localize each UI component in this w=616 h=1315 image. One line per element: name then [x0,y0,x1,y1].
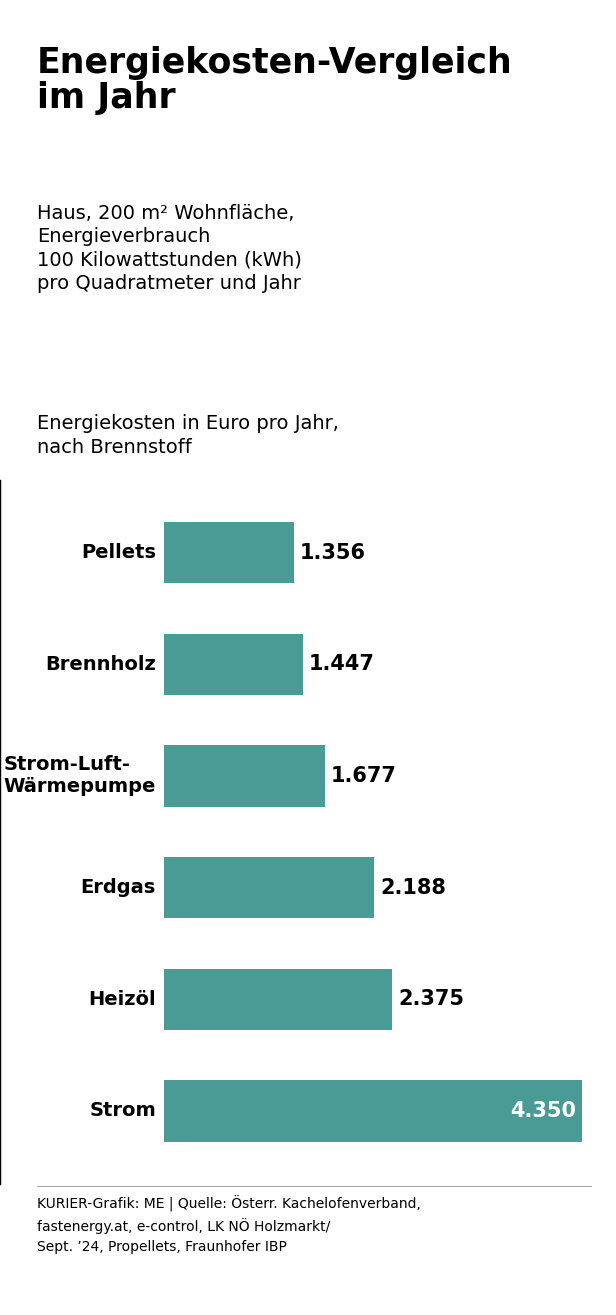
Text: Strom: Strom [89,1102,156,1120]
Text: Brennholz: Brennholz [45,655,156,673]
Text: 4.350: 4.350 [511,1101,577,1120]
Text: Energiekosten in Euro pro Jahr,
nach Brennstoff: Energiekosten in Euro pro Jahr, nach Bre… [37,414,339,456]
Text: Haus, 200 m² Wohnfläche,
Energieverbrauch
100 Kilowattstunden (kWh)
pro Quadratm: Haus, 200 m² Wohnfläche, Energieverbrauc… [37,204,302,293]
Text: Heizöl: Heizöl [88,990,156,1009]
Bar [164,746,325,806]
Text: Energiekosten-Vergleich
im Jahr: Energiekosten-Vergleich im Jahr [37,46,513,116]
Bar [164,634,303,694]
Bar [164,857,375,918]
Text: 1.677: 1.677 [331,765,397,786]
Text: 1.447: 1.447 [309,655,375,675]
Bar [164,522,294,584]
Bar [164,1080,582,1141]
Bar [164,969,392,1030]
Text: Pellets: Pellets [81,543,156,562]
Text: Erdgas: Erdgas [81,878,156,897]
Text: KURIER-Grafik: ME | Quelle: Österr. Kachelofenverband,
fastenergy.at, e-control,: KURIER-Grafik: ME | Quelle: Österr. Kach… [37,1195,421,1253]
Text: 1.356: 1.356 [300,543,366,563]
Text: Strom-Luft-
Wärmepumpe: Strom-Luft- Wärmepumpe [4,755,156,797]
Text: 2.375: 2.375 [398,989,464,1009]
Text: 2.188: 2.188 [380,877,446,898]
